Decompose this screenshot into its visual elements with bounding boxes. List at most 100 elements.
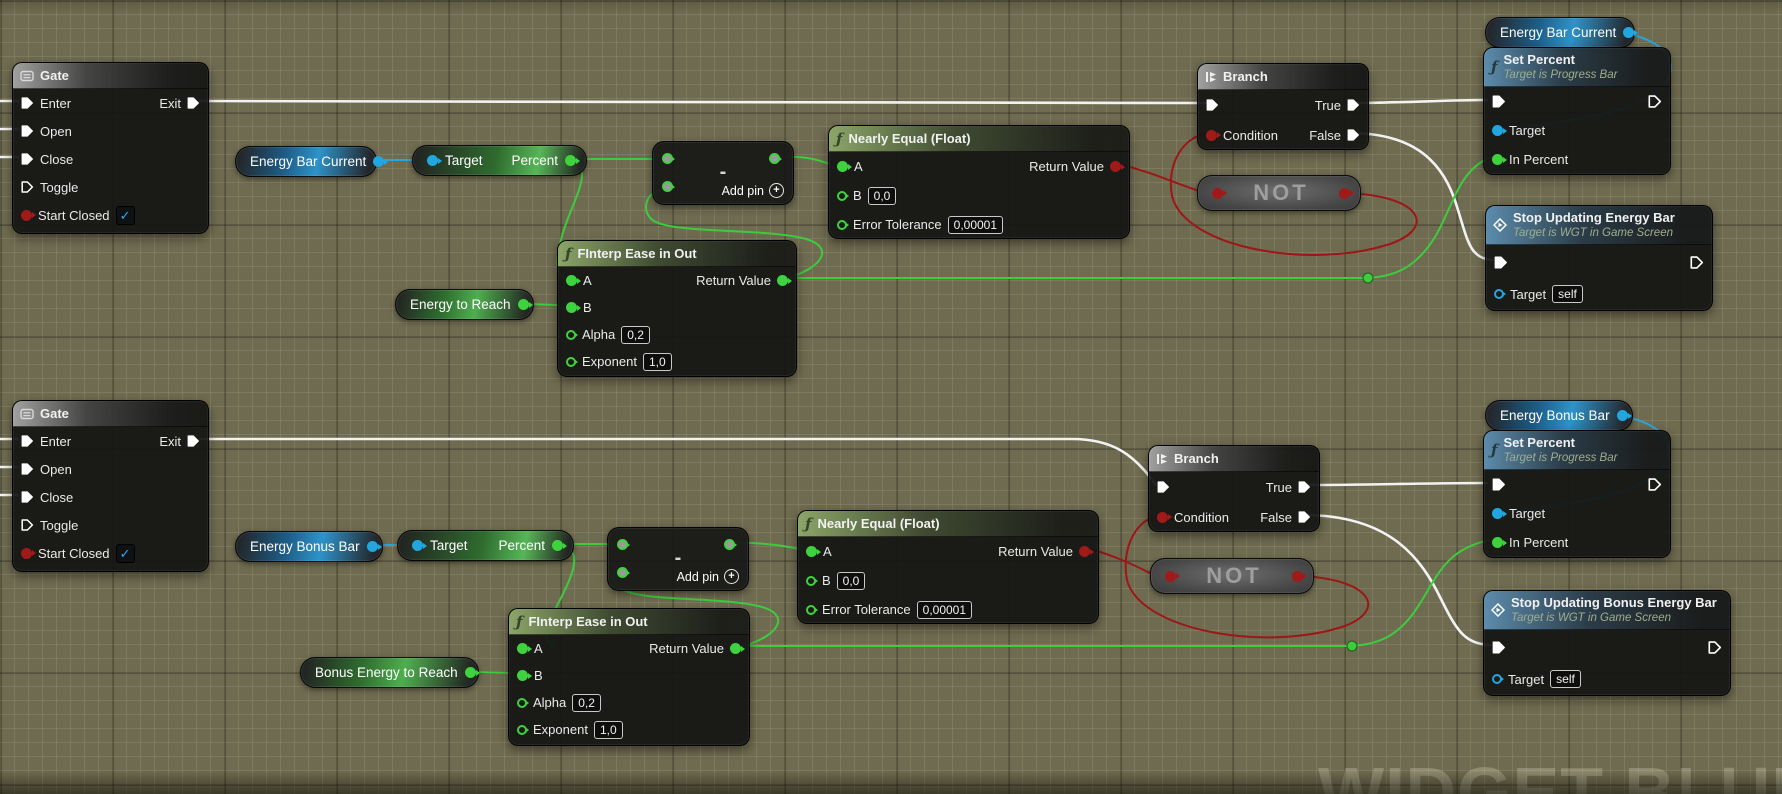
exec-in-pin[interactable]: [1492, 478, 1506, 491]
bool-in-pin-condition[interactable]: [1157, 511, 1172, 523]
reroute-node[interactable]: [1346, 640, 1358, 652]
gate-node[interactable]: Gate Enter Exit Open Close Toggle Start C…: [12, 62, 209, 234]
pin-value-input[interactable]: self: [1552, 285, 1583, 303]
float-in-pin-b[interactable]: [566, 302, 581, 313]
not-node[interactable]: NOT: [1150, 558, 1314, 594]
finterp-node[interactable]: ƒ FInterp Ease in Out A Return Value B Alp…: [557, 240, 797, 377]
object-out-pin[interactable]: [1616, 410, 1632, 421]
exec-out-pin[interactable]: [1690, 255, 1704, 269]
pin-value-input[interactable]: 1,0: [593, 720, 623, 739]
pin-value-input[interactable]: 0,00001: [947, 215, 1004, 234]
float-in-pin-tolerance[interactable]: [806, 604, 818, 615]
bool-in-pin-condition[interactable]: [1206, 129, 1221, 141]
bool-in-pin[interactable]: [1165, 570, 1180, 582]
exec-pin-true[interactable]: [1347, 99, 1360, 111]
exec-in-pin[interactable]: [1492, 640, 1506, 654]
exec-pin-close[interactable]: [21, 491, 34, 503]
pin-value-input[interactable]: 0,0: [836, 571, 866, 590]
float-in-pin-exponent[interactable]: [517, 724, 529, 735]
gate-node[interactable]: Gate Enter Exit Open Close Toggle Start C…: [12, 400, 209, 572]
exec-pin-enter[interactable]: [21, 97, 34, 109]
target-in-pin[interactable]: [427, 155, 442, 166]
object-in-pin-target[interactable]: [1494, 289, 1506, 299]
bool-pin-start-closed[interactable]: [21, 209, 36, 221]
float-in-pin-b[interactable]: [806, 575, 818, 586]
start-closed-checkbox[interactable]: ✓: [115, 543, 135, 563]
add-pin-button[interactable]: Add pin +: [722, 183, 784, 198]
add-pin-button[interactable]: Add pin +: [677, 569, 739, 584]
stop-updating-bonus-energy-bar-node[interactable]: Stop Updating Bonus Energy Bar Target is …: [1483, 590, 1731, 696]
bool-out-pin[interactable]: [1079, 546, 1094, 557]
object-out-pin[interactable]: [366, 541, 382, 552]
float-out-pin[interactable]: [464, 667, 480, 678]
exec-pin-false[interactable]: [1298, 511, 1311, 523]
bool-out-pin[interactable]: [1110, 161, 1125, 172]
variable-node-energy-bar-current[interactable]: Energy Bar Current: [235, 146, 389, 177]
float-out-pin[interactable]: [730, 643, 745, 654]
variable-node-energy-bonus-bar[interactable]: Energy Bonus Bar: [235, 531, 383, 562]
get-percent-node[interactable]: Target Percent: [397, 530, 574, 561]
exec-out-pin[interactable]: [1648, 478, 1662, 491]
float-in-pin-b[interactable]: [517, 670, 532, 681]
exec-pin-toggle[interactable]: [21, 181, 34, 193]
float-in-pin-a[interactable]: [837, 161, 852, 172]
exec-pin-toggle[interactable]: [21, 519, 34, 531]
start-closed-checkbox[interactable]: ✓: [115, 205, 135, 225]
float-in-pin-a[interactable]: [517, 643, 532, 654]
object-in-pin-target[interactable]: [1492, 125, 1507, 136]
float-in-pin-in-percent[interactable]: [1492, 154, 1507, 165]
float-out-pin[interactable]: [777, 275, 792, 286]
exec-pin-open[interactable]: [21, 463, 34, 475]
float-out-pin[interactable]: [565, 155, 580, 166]
exec-in-pin[interactable]: [1157, 481, 1170, 493]
exec-out-pin[interactable]: [1708, 640, 1722, 654]
float-in-pin-alpha[interactable]: [566, 329, 578, 340]
stop-updating-energy-bar-node[interactable]: Stop Updating Energy Bar Target is WGT in…: [1485, 205, 1713, 311]
exec-pin-open[interactable]: [21, 125, 34, 137]
exec-pin-close[interactable]: [21, 153, 34, 165]
exec-pin-enter[interactable]: [21, 435, 34, 447]
float-in-pin[interactable]: [617, 567, 630, 578]
pin-value-input[interactable]: 0,0: [867, 186, 897, 205]
float-in-pin[interactable]: [662, 181, 675, 192]
pin-value-input[interactable]: 0,00001: [916, 600, 973, 619]
float-out-pin[interactable]: [552, 540, 567, 551]
branch-node[interactable]: Branch True Condition False: [1148, 445, 1320, 532]
exec-pin-exit[interactable]: [187, 97, 200, 109]
bool-out-pin[interactable]: [1339, 187, 1354, 199]
exec-in-pin[interactable]: [1206, 99, 1219, 111]
not-node[interactable]: NOT: [1197, 175, 1361, 211]
subtract-node[interactable]: - Add pin +: [652, 141, 794, 205]
pin-value-input[interactable]: 0,2: [572, 693, 601, 712]
exec-in-pin[interactable]: [1494, 255, 1508, 269]
nearly-equal-node[interactable]: ƒ Nearly Equal (Float) A Return Value B 0,0…: [828, 125, 1130, 239]
object-in-pin-target[interactable]: [1492, 674, 1504, 684]
exec-pin-true[interactable]: [1298, 481, 1311, 493]
bool-out-pin[interactable]: [1292, 570, 1307, 582]
float-in-pin-b[interactable]: [837, 190, 849, 201]
exec-out-pin[interactable]: [1648, 95, 1662, 108]
pin-value-input[interactable]: 0,2: [621, 325, 650, 344]
target-in-pin[interactable]: [412, 540, 427, 551]
reroute-node[interactable]: [1362, 272, 1374, 284]
float-in-pin-tolerance[interactable]: [837, 219, 849, 230]
finterp-node[interactable]: ƒ FInterp Ease in Out A Return Value B Alp…: [508, 608, 750, 746]
pin-value-input[interactable]: 1,0: [642, 352, 672, 371]
branch-node[interactable]: Branch True Condition False: [1197, 63, 1369, 150]
bool-pin-start-closed[interactable]: [21, 547, 36, 559]
variable-node-energy-to-reach[interactable]: Energy to Reach: [395, 289, 534, 320]
float-in-pin-in-percent[interactable]: [1492, 537, 1507, 548]
exec-in-pin[interactable]: [1492, 95, 1506, 108]
float-in-pin-alpha[interactable]: [517, 697, 529, 708]
set-percent-node[interactable]: ƒ Set Percent Target is Progress Bar Targ…: [1483, 47, 1671, 175]
nearly-equal-node[interactable]: ƒ Nearly Equal (Float) A Return Value B 0,0…: [797, 510, 1099, 624]
float-out-pin[interactable]: [517, 299, 533, 310]
variable-node-bonus-energy-to-reach[interactable]: Bonus Energy to Reach: [300, 657, 480, 688]
bool-in-pin[interactable]: [1212, 187, 1227, 199]
get-percent-node[interactable]: Target Percent: [412, 145, 587, 176]
float-in-pin-exponent[interactable]: [566, 356, 578, 367]
float-in-pin-a[interactable]: [806, 546, 821, 557]
object-out-pin[interactable]: [1623, 27, 1639, 38]
exec-pin-exit[interactable]: [187, 435, 200, 447]
set-percent-node[interactable]: ƒ Set Percent Target is Progress Bar Targ…: [1483, 430, 1671, 558]
